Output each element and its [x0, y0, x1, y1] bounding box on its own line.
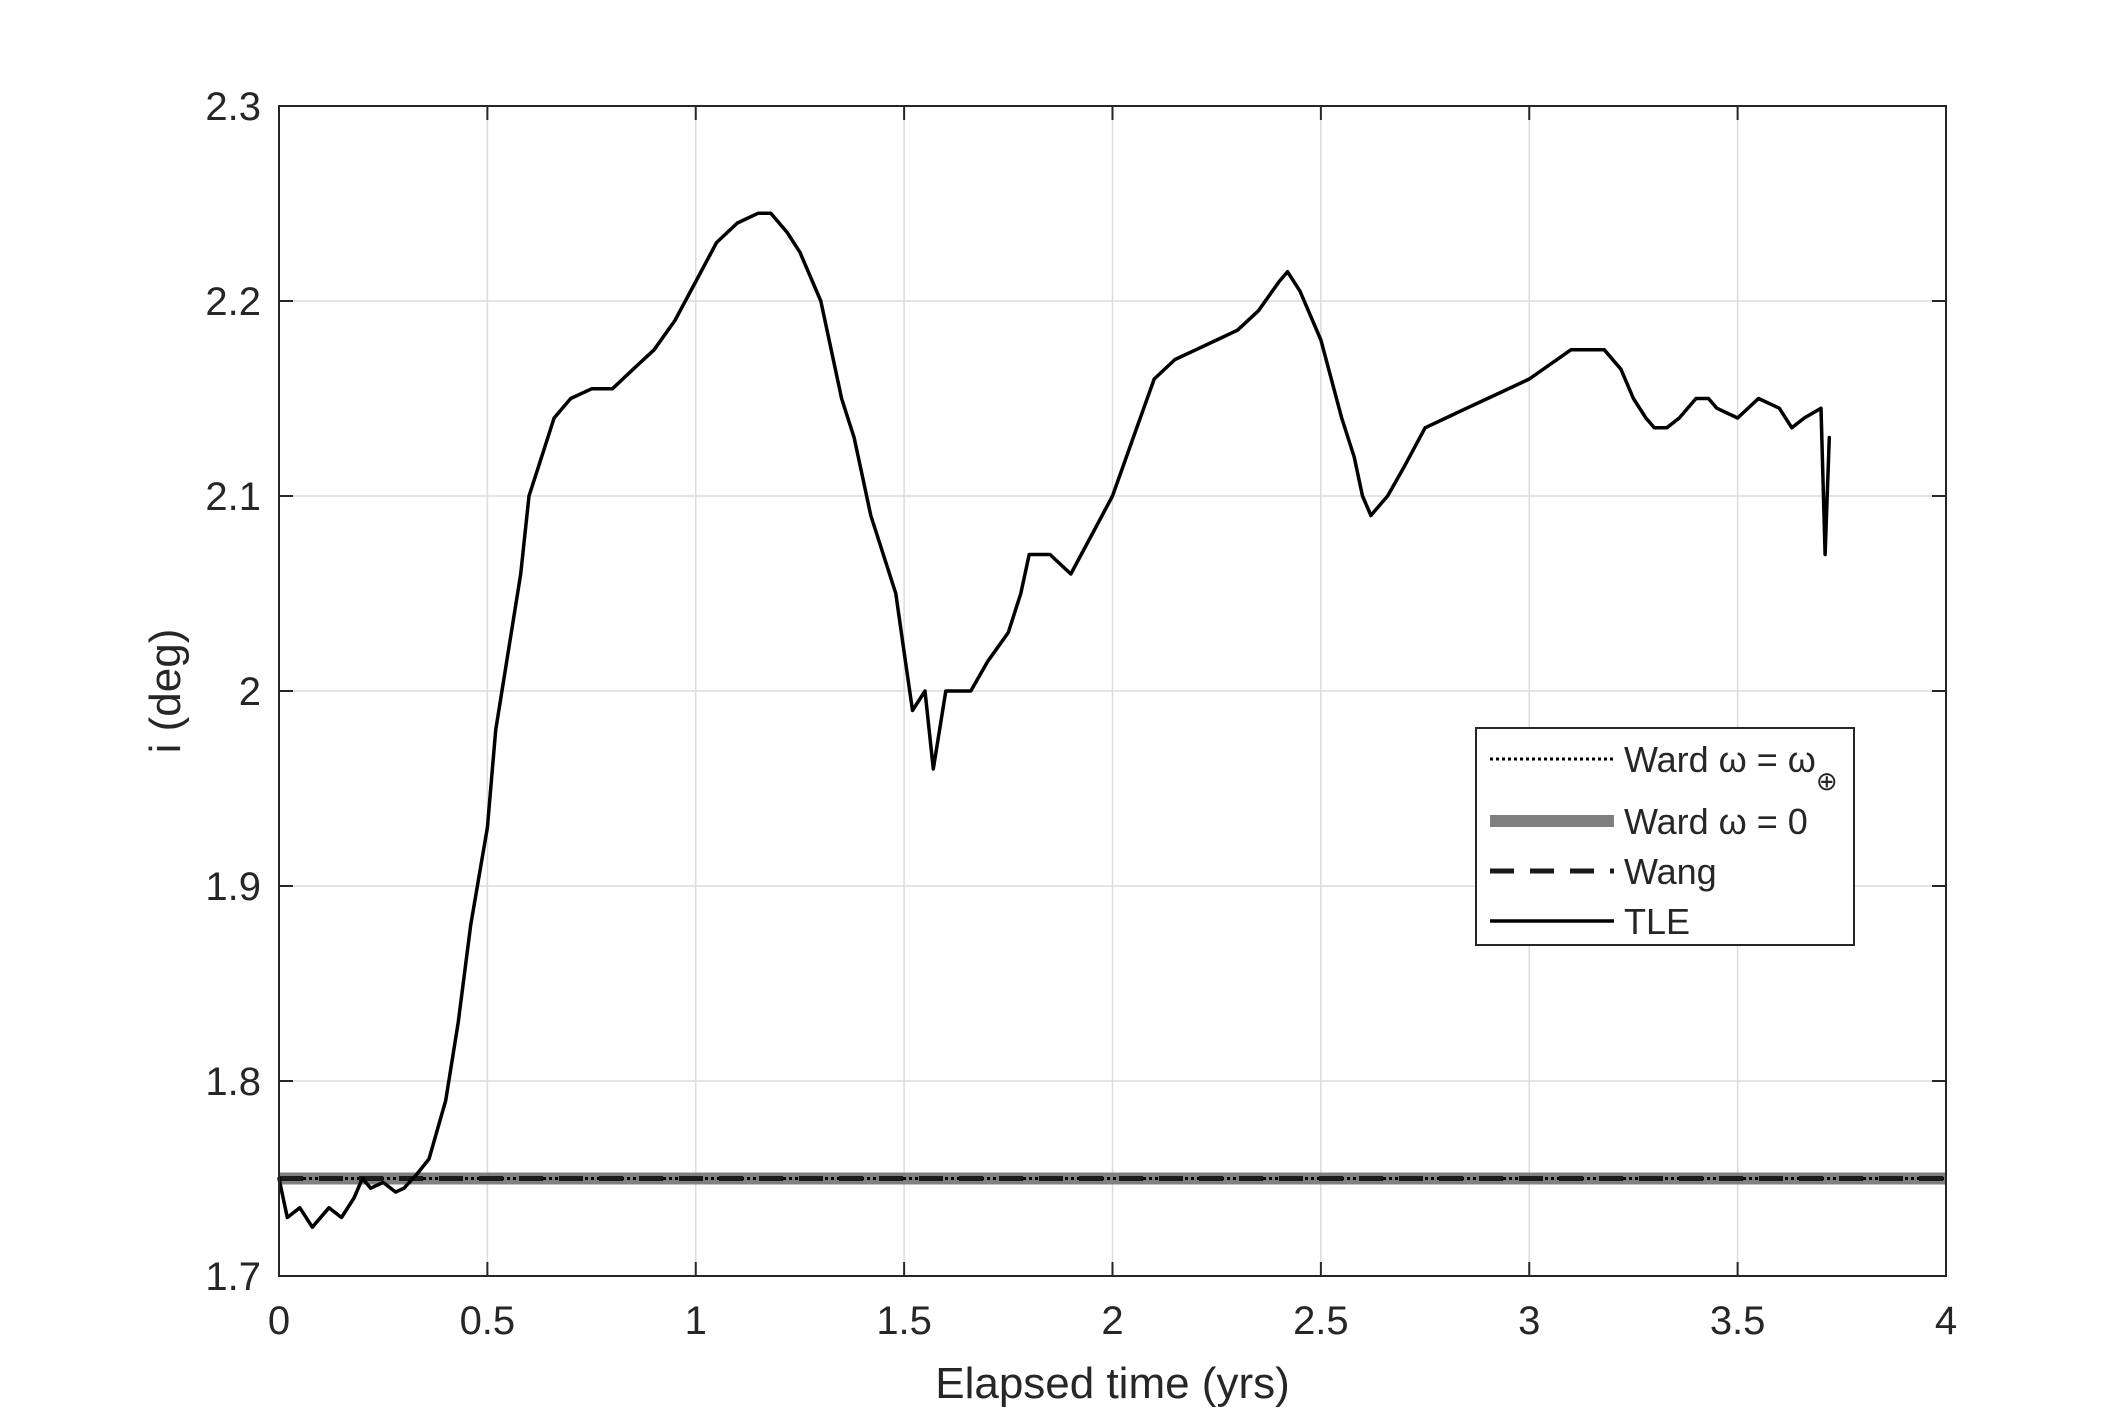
legend-label: TLE	[1624, 901, 1690, 942]
legend-box	[1475, 727, 1855, 946]
legend: Ward ω = ω⊕ Ward ω = 0 Wang TLE	[1475, 727, 1855, 946]
y-tick-label: 2.2	[205, 280, 261, 324]
y-tick-label: 1.8	[205, 1060, 261, 1104]
grid	[279, 106, 1946, 1276]
x-tick-label: 3.5	[1710, 1299, 1766, 1343]
x-tick-label: 2	[1101, 1299, 1123, 1343]
series-line-solid	[277, 211, 1832, 1229]
legend-label: Wang	[1624, 851, 1717, 892]
y-tick-label: 1.7	[205, 1255, 261, 1299]
x-tick-label: 2.5	[1293, 1299, 1349, 1343]
x-tick-label: 0.5	[460, 1299, 516, 1343]
y-axis-label: i (deg)	[141, 629, 190, 754]
x-tick-label: 3	[1518, 1299, 1540, 1343]
y-tick-label: 2	[239, 670, 261, 714]
x-tick-label: 1	[685, 1299, 707, 1343]
legend-label: Ward ω = ω⊕	[1624, 739, 1838, 796]
axis-ticks: 0 0.5 1 1.5 2 2.5 3 3.5 4 1.7 1.8 1.9 2 2.1 2.2 2.3	[205, 85, 1957, 1343]
series-layer	[277, 211, 1946, 1229]
x-tick-label: 4	[1935, 1299, 1957, 1343]
y-tick-label: 2.1	[205, 475, 261, 519]
y-tick-label: 1.9	[205, 865, 261, 909]
x-tick-label: 0	[268, 1299, 290, 1343]
x-axis-label: Elapsed time (yrs)	[935, 1359, 1290, 1408]
x-tick-label: 1.5	[876, 1299, 932, 1343]
y-tick-label: 2.3	[205, 85, 261, 129]
legend-label: Ward ω = 0	[1624, 801, 1808, 842]
